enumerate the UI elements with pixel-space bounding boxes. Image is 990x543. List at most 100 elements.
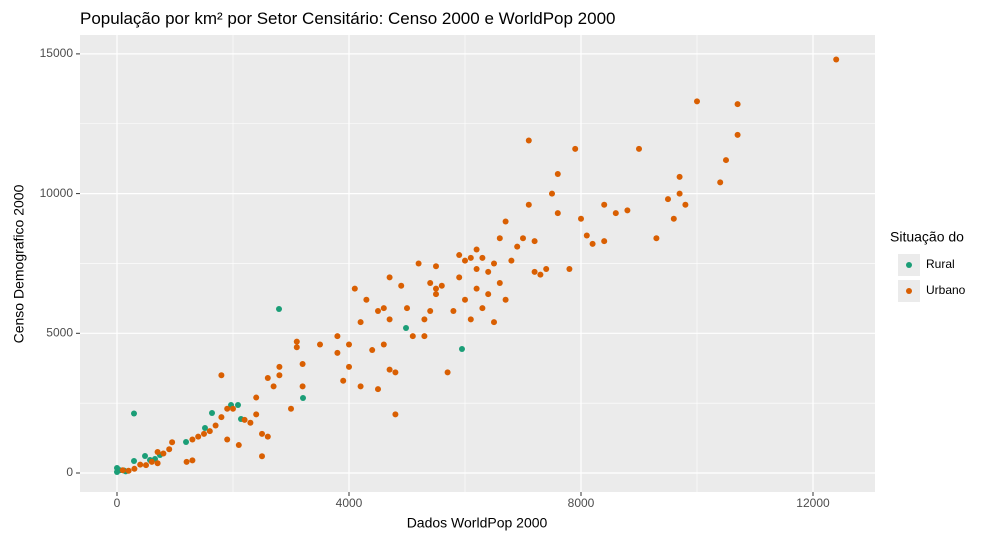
point bbox=[212, 422, 219, 429]
point bbox=[485, 291, 492, 298]
point bbox=[427, 307, 434, 314]
chart-title: População por km² por Setor Censitário: … bbox=[80, 9, 616, 28]
point bbox=[169, 439, 176, 446]
point bbox=[206, 428, 213, 435]
point bbox=[473, 285, 480, 292]
point bbox=[235, 442, 242, 449]
point bbox=[380, 305, 387, 312]
point bbox=[154, 449, 161, 456]
x-axis-title: Dados WorldPop 2000 bbox=[407, 515, 548, 531]
point bbox=[456, 274, 463, 281]
point bbox=[264, 433, 271, 440]
point bbox=[386, 316, 393, 323]
point bbox=[473, 246, 480, 253]
y-tick-label: 0 bbox=[66, 465, 73, 479]
point bbox=[676, 173, 683, 180]
point bbox=[130, 410, 137, 417]
point bbox=[195, 433, 202, 440]
point bbox=[241, 416, 248, 423]
point bbox=[473, 266, 480, 273]
x-tick-label: 12000 bbox=[796, 496, 830, 510]
point bbox=[334, 349, 341, 356]
point bbox=[270, 383, 277, 390]
point bbox=[520, 235, 527, 242]
point bbox=[119, 467, 126, 474]
legend-marker bbox=[906, 262, 912, 268]
point bbox=[543, 266, 550, 273]
point bbox=[340, 377, 347, 384]
point bbox=[525, 137, 532, 144]
point bbox=[549, 190, 556, 197]
point bbox=[670, 215, 677, 222]
plot-area bbox=[80, 35, 875, 492]
point bbox=[189, 457, 196, 464]
point bbox=[508, 257, 515, 264]
point bbox=[438, 282, 445, 289]
point bbox=[380, 341, 387, 348]
point bbox=[293, 338, 300, 345]
point bbox=[363, 296, 370, 303]
point bbox=[578, 215, 585, 222]
point bbox=[525, 201, 532, 208]
point bbox=[392, 369, 399, 376]
point bbox=[467, 316, 474, 323]
point bbox=[717, 179, 724, 186]
legend-title: Situação do bbox=[890, 229, 964, 245]
point bbox=[293, 344, 300, 351]
point bbox=[137, 461, 144, 468]
point bbox=[635, 145, 642, 152]
point bbox=[722, 157, 729, 164]
legend-marker bbox=[906, 288, 912, 294]
point bbox=[572, 145, 579, 152]
point bbox=[601, 238, 608, 245]
point bbox=[375, 386, 382, 393]
point bbox=[346, 363, 353, 370]
point bbox=[230, 405, 237, 412]
y-tick-label: 10000 bbox=[40, 186, 74, 200]
point bbox=[224, 436, 231, 443]
point bbox=[299, 383, 306, 390]
point bbox=[462, 257, 469, 264]
point bbox=[357, 319, 364, 326]
x-tick-label: 4000 bbox=[336, 496, 363, 510]
point bbox=[130, 457, 137, 464]
point bbox=[317, 341, 324, 348]
point bbox=[125, 467, 132, 474]
point bbox=[218, 372, 225, 379]
point bbox=[502, 218, 509, 225]
point bbox=[433, 285, 440, 292]
point bbox=[276, 372, 283, 379]
point bbox=[131, 465, 138, 472]
y-tick-label: 15000 bbox=[40, 46, 74, 60]
point bbox=[491, 319, 498, 326]
point bbox=[276, 363, 283, 370]
point bbox=[479, 305, 486, 312]
point bbox=[143, 462, 150, 469]
point bbox=[566, 266, 573, 273]
point bbox=[554, 210, 561, 217]
point bbox=[612, 210, 619, 217]
point bbox=[467, 254, 474, 261]
point bbox=[601, 201, 608, 208]
x-tick-label: 0 bbox=[114, 496, 121, 510]
point bbox=[224, 405, 231, 412]
point bbox=[259, 430, 266, 437]
point bbox=[421, 316, 428, 323]
point bbox=[160, 450, 167, 457]
point bbox=[734, 131, 741, 138]
point bbox=[462, 296, 469, 303]
y-tick-label: 5000 bbox=[46, 325, 73, 339]
point bbox=[554, 171, 561, 178]
point bbox=[479, 254, 486, 261]
point bbox=[392, 411, 399, 418]
point bbox=[415, 260, 422, 267]
point bbox=[653, 235, 660, 242]
point bbox=[288, 405, 295, 412]
point bbox=[458, 345, 465, 352]
point bbox=[531, 268, 538, 275]
point bbox=[386, 274, 393, 281]
point bbox=[514, 243, 521, 250]
point bbox=[421, 333, 428, 340]
point bbox=[357, 383, 364, 390]
point bbox=[456, 252, 463, 259]
